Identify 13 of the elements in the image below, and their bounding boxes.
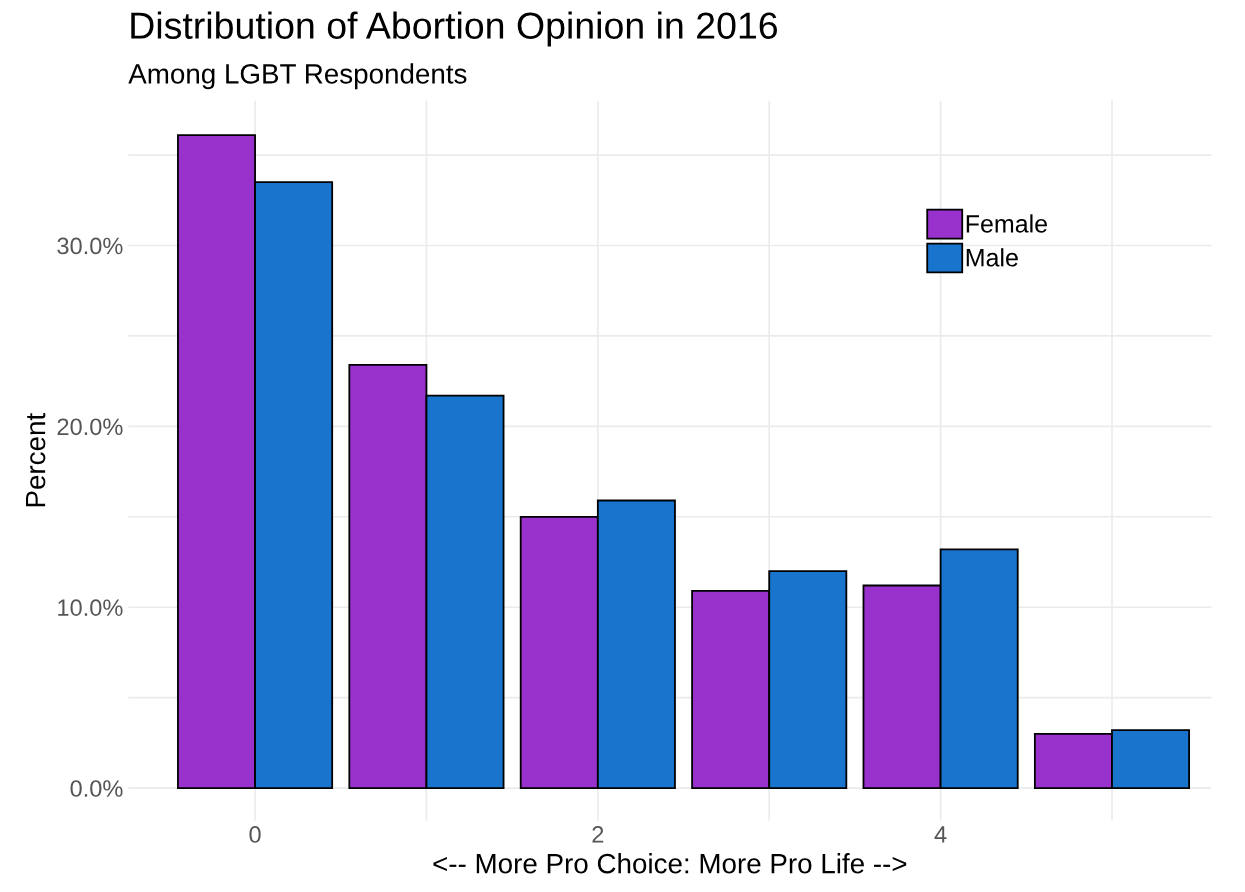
y-tick-label: 20.0% (57, 418, 123, 436)
y-axis-title: Percent (26, 413, 46, 507)
x-tick-label: 0 (249, 826, 261, 843)
y-tick-label: 30.0% (57, 237, 123, 255)
y-tick-label: 0.0% (70, 780, 123, 797)
x-axis-title: <-- More Pro Choice: More Pro Life --> (433, 853, 907, 874)
y-tick-label: 10.0% (58, 599, 123, 617)
legend-label: Female (966, 214, 1047, 233)
legend-label: Male (966, 248, 1018, 267)
chart-subtitle: Among LGBT Respondents (128, 63, 467, 90)
x-tick-label: 4 (934, 826, 947, 843)
chart-title: Distribution of Abortion Opinion in 2016 (131, 11, 777, 47)
x-tick-label: 2 (592, 826, 604, 843)
